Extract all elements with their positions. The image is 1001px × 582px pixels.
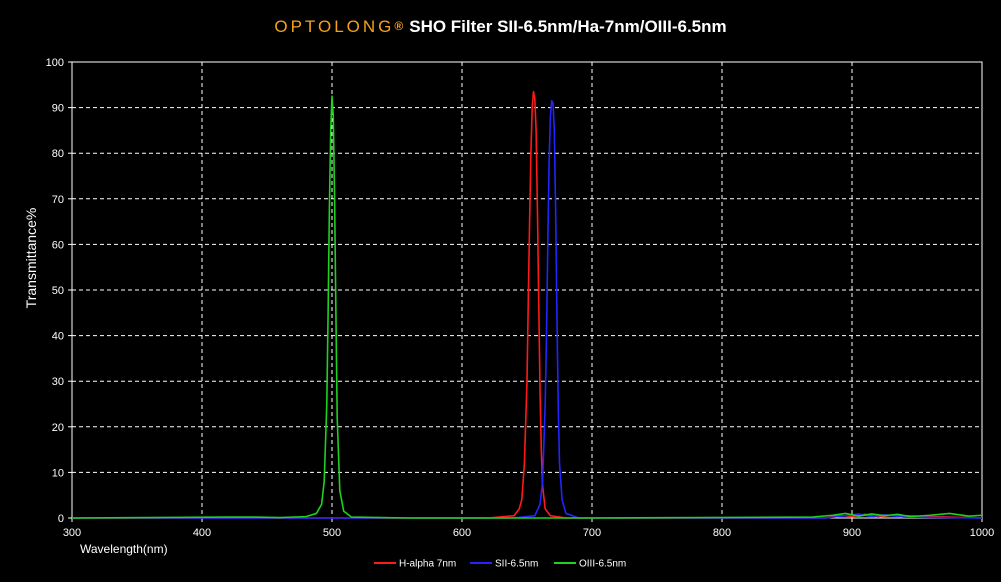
- chart-title: OPTOLONG® SHO Filter SII-6.5nm/Ha-7nm/OII…: [0, 17, 1001, 37]
- x-tick-label: 1000: [970, 527, 994, 539]
- series-lines: [71, 90, 983, 519]
- y-tick-label: 40: [52, 331, 64, 343]
- y-tick-label: 90: [52, 103, 64, 115]
- x-tick-label: 800: [713, 527, 731, 539]
- y-tick-label: 30: [52, 376, 64, 388]
- legend-label: OIII-6.5nm: [579, 559, 626, 570]
- y-tick-label: 20: [52, 422, 64, 434]
- y-tick-label: 60: [52, 239, 64, 251]
- x-tick-label: 500: [323, 527, 341, 539]
- y-tick-label: 0: [58, 513, 64, 525]
- x-tick-label: 900: [843, 527, 861, 539]
- x-tick-labels: 300 400 500 600 700 800 900 1000: [63, 527, 994, 539]
- series-line-0: [72, 90, 983, 519]
- series-line-2: [71, 95, 983, 519]
- grid-lines: [72, 62, 982, 518]
- legend: H-alpha 7nm SII-6.5nm OIII-6.5nm: [374, 559, 626, 570]
- legend-label: SII-6.5nm: [495, 559, 538, 570]
- y-axis-label: Transmittance%: [23, 208, 39, 309]
- y-tick-labels: 0 10 20 30 40 50 60 70 80 90 100: [46, 57, 64, 525]
- x-tick-label: 300: [63, 527, 81, 539]
- chart-title-text: SHO Filter SII-6.5nm/Ha-7nm/OIII-6.5nm: [409, 17, 727, 36]
- x-tick-label: 400: [193, 527, 211, 539]
- y-tick-label: 10: [52, 467, 64, 479]
- y-tick-label: 100: [46, 57, 64, 69]
- series-line-1: [72, 99, 983, 519]
- x-tick-label: 700: [583, 527, 601, 539]
- x-tick-label: 600: [453, 527, 471, 539]
- brand-logo-text: OPTOLONG: [274, 17, 395, 36]
- legend-label: H-alpha 7nm: [399, 559, 456, 570]
- y-tick-label: 80: [52, 148, 64, 160]
- registered-mark: ®: [394, 19, 404, 33]
- y-tick-label: 70: [52, 194, 64, 206]
- y-tick-label: 50: [52, 285, 64, 297]
- x-axis-label: Wavelength(nm): [80, 542, 168, 556]
